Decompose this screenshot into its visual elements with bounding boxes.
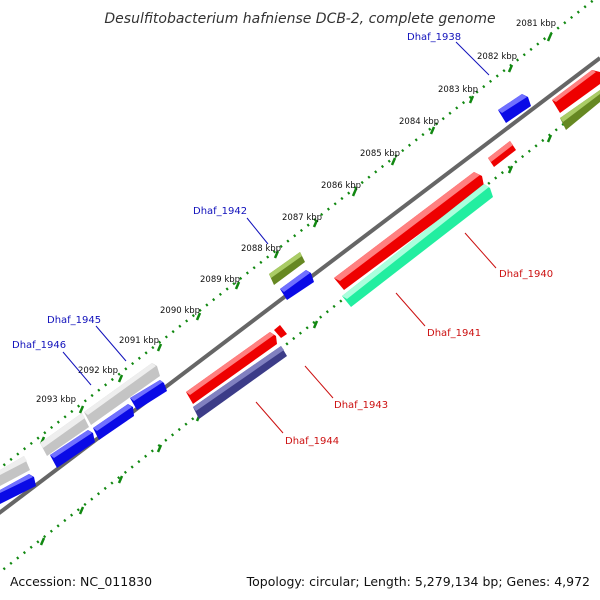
gene-label-dhaf-1946[interactable]: Dhaf_1946 xyxy=(12,340,66,351)
gene-dhaf-1944[interactable] xyxy=(193,346,287,419)
kbp-label: 2089 kbp xyxy=(200,275,240,285)
kbp-label: 2088 kbp xyxy=(241,244,281,254)
gene-gray-2[interactable] xyxy=(40,413,89,456)
gene-blue-left[interactable] xyxy=(50,430,95,468)
gene-dhaf-1946[interactable] xyxy=(93,404,134,440)
kbp-label: 2085 kbp xyxy=(360,149,400,159)
kbp-label: 2081 kbp xyxy=(516,19,556,29)
kbp-label: 2083 kbp xyxy=(438,85,478,95)
gene-blue-far-left[interactable] xyxy=(0,474,36,504)
gene-label-dhaf-1944[interactable]: Dhaf_1944 xyxy=(285,436,339,447)
gene-olive-far-right[interactable] xyxy=(560,90,600,130)
kbp-label: 2091 kbp xyxy=(119,336,159,346)
leader-line xyxy=(304,365,334,399)
gene-small-red[interactable] xyxy=(488,141,516,167)
gene-red-far-right[interactable] xyxy=(552,70,600,113)
gene-label-dhaf-1943[interactable]: Dhaf_1943 xyxy=(334,400,388,411)
gene-label-dhaf-1941[interactable]: Dhaf_1941 xyxy=(427,328,481,339)
kbp-label: 2090 kbp xyxy=(160,306,200,316)
gene-dhaf-1945[interactable] xyxy=(130,380,167,410)
leader-line xyxy=(255,401,284,434)
gene-label-dhaf-1945[interactable]: Dhaf_1945 xyxy=(47,315,101,326)
kbp-label: 2082 kbp xyxy=(477,52,517,62)
gene-dhaf-1943[interactable] xyxy=(186,332,277,404)
kbp-label: 2084 kbp xyxy=(399,117,439,127)
leader-line xyxy=(395,292,426,327)
leader-line xyxy=(62,351,92,386)
gene-label-dhaf-1938[interactable]: Dhaf_1938 xyxy=(407,32,461,43)
accession-text: Accession: NC_011830 xyxy=(10,574,152,589)
kbp-label: 2086 kbp xyxy=(321,181,361,191)
outer-tick-track xyxy=(0,0,596,470)
outer-major-ticks xyxy=(39,33,553,445)
gene-dhaf-1942[interactable] xyxy=(269,252,305,285)
kbp-label: 2087 kbp xyxy=(282,213,322,223)
kbp-label: 2092 kbp xyxy=(78,366,118,376)
inner-tick-track xyxy=(0,94,600,574)
leader-line xyxy=(246,217,269,245)
map-title: Desulfitobacterium hafniense DCB-2, comp… xyxy=(104,11,495,27)
gene-gray-1[interactable] xyxy=(84,363,160,425)
gene-blue-small[interactable] xyxy=(280,270,314,300)
leader-line xyxy=(95,325,127,362)
gene-label-dhaf-1942[interactable]: Dhaf_1942 xyxy=(193,206,247,217)
leader-line xyxy=(464,232,497,269)
gene-dhaf-1941[interactable] xyxy=(342,184,493,307)
gene-tiny-red[interactable] xyxy=(274,325,287,338)
gene-label-dhaf-1940[interactable]: Dhaf_1940 xyxy=(499,269,553,280)
gene-dhaf-1940[interactable] xyxy=(334,172,484,290)
gene-dhaf-1938[interactable] xyxy=(498,94,531,123)
topology-summary: Topology: circular; Length: 5,279,134 bp… xyxy=(246,574,590,589)
kbp-label: 2093 kbp xyxy=(36,395,76,405)
leader-line xyxy=(455,41,490,76)
gene-gray-3[interactable] xyxy=(0,456,30,486)
